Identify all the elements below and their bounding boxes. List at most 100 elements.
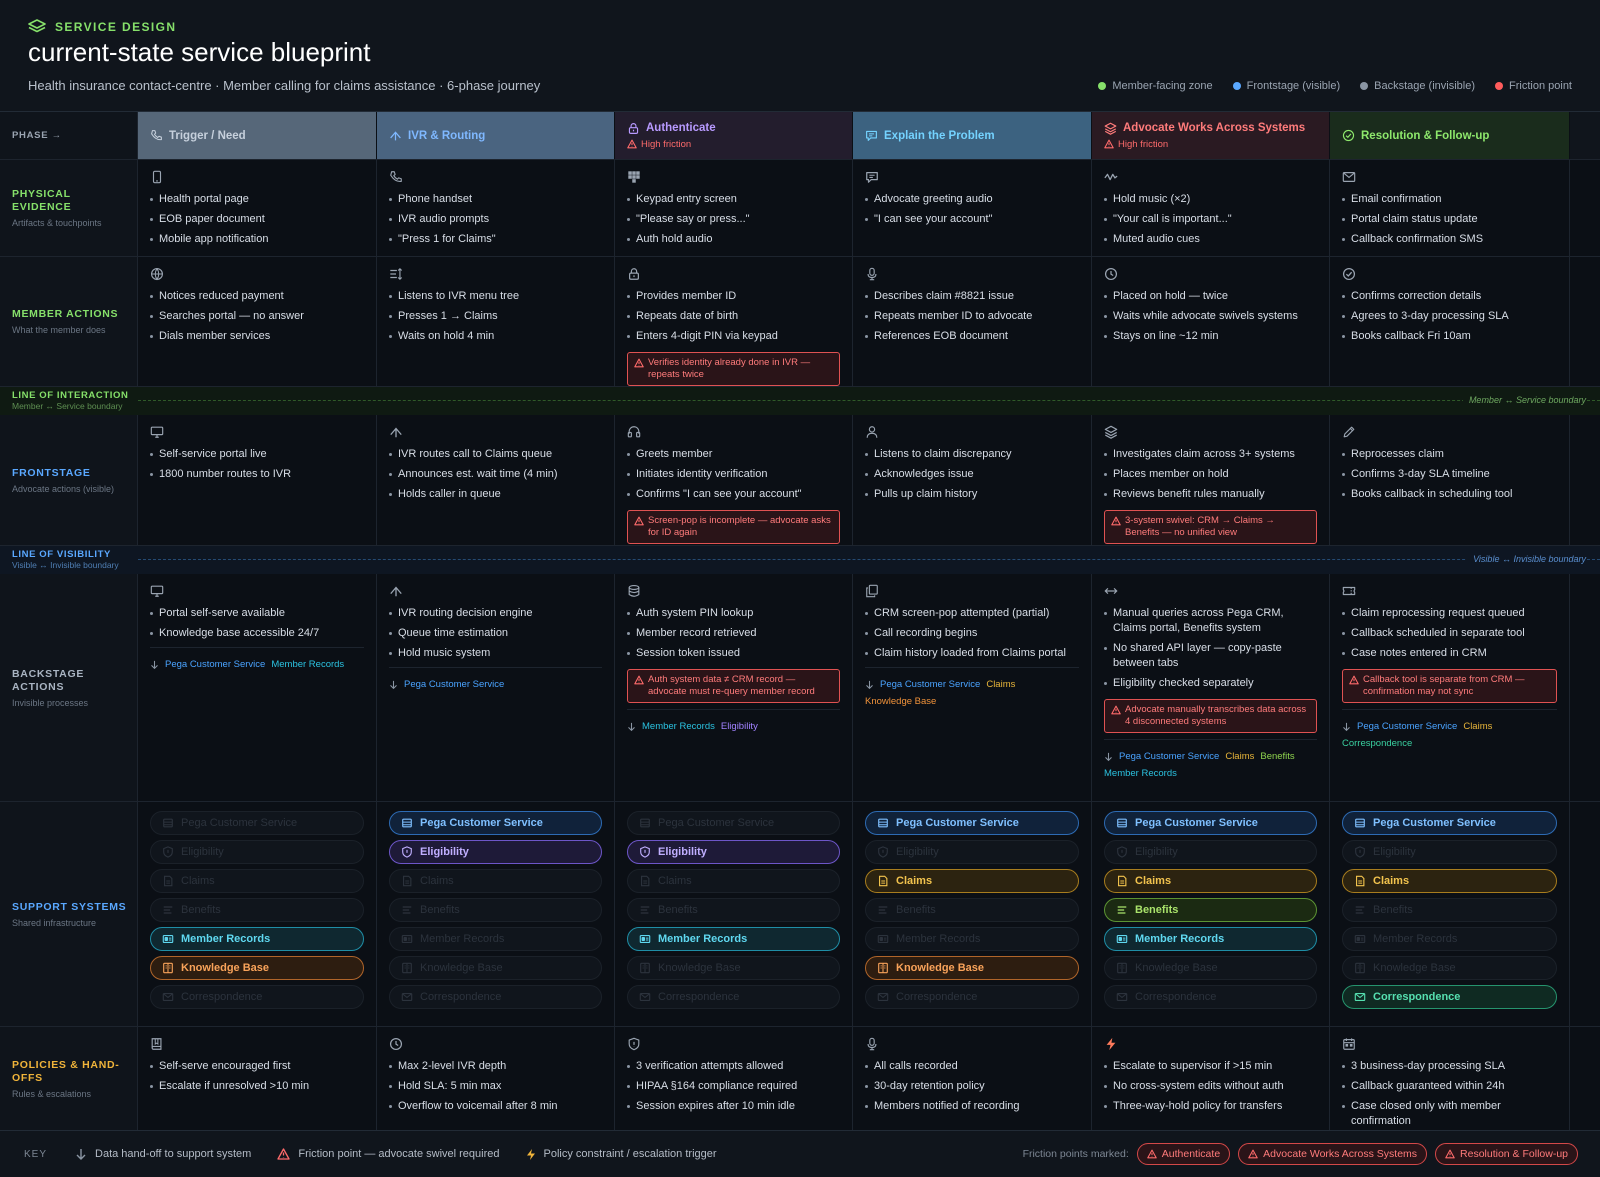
- system-pill-kb[interactable]: Knowledge Base: [150, 956, 364, 980]
- backstage-list: Claim reprocessing request queued Callbac…: [1342, 606, 1557, 661]
- list-item: Escalate to supervisor if >15 min: [1104, 1059, 1317, 1074]
- system-pill-claims[interactable]: Claims: [389, 869, 602, 893]
- system-pill-kb[interactable]: Knowledge Base: [1342, 956, 1557, 980]
- handoff-tag[interactable]: Member Records: [1104, 768, 1177, 779]
- handoff-tag[interactable]: Eligibility: [720, 721, 758, 732]
- handoff-list: Member Records Eligibility: [627, 709, 840, 735]
- system-pill-ben[interactable]: Benefits: [389, 898, 602, 922]
- list-item: Books callback in scheduling tool: [1342, 487, 1557, 502]
- handoff-tag[interactable]: Pega Customer Service: [880, 679, 981, 690]
- system-pill-corr[interactable]: Correspondence: [865, 985, 1079, 1009]
- system-pill-elig[interactable]: Eligibility: [865, 840, 1079, 864]
- handoff-tag[interactable]: Correspondence: [1342, 738, 1413, 749]
- system-pill-kb[interactable]: Knowledge Base: [627, 956, 840, 980]
- friction-summary: Friction points marked: Authenticate Advo…: [1023, 1143, 1578, 1165]
- handoff-tag[interactable]: Claims: [986, 679, 1016, 690]
- backstage-cell-1: Portal self-serve available Knowledge bas…: [138, 574, 377, 801]
- handoff-tag[interactable]: Benefits: [1260, 751, 1295, 762]
- phase-header-3[interactable]: Authenticate High friction: [615, 112, 853, 159]
- system-pill-elig[interactable]: Eligibility: [627, 840, 840, 864]
- system-pill-pega[interactable]: Pega Customer Service: [865, 811, 1079, 835]
- kb-system-icon: [1117, 962, 1127, 974]
- member-list: Placed on hold — twice Waits while advoca…: [1104, 289, 1317, 344]
- list-item: Repeats date of birth: [627, 309, 840, 324]
- friction-chip-3[interactable]: Resolution & Follow-up: [1435, 1143, 1578, 1165]
- layers-brand-icon: [28, 19, 46, 33]
- handoff-tag[interactable]: Claims: [1225, 751, 1255, 762]
- system-pill-corr[interactable]: Correspondence: [1104, 985, 1317, 1009]
- system-pill-corr[interactable]: Correspondence: [150, 985, 364, 1009]
- handoff-tag[interactable]: Pega Customer Service: [1357, 721, 1458, 732]
- system-pill-claims[interactable]: Claims: [1342, 869, 1557, 893]
- system-pill-pega[interactable]: Pega Customer Service: [627, 811, 840, 835]
- support-cell-6: Pega Customer Service Eligibility Claims Be…: [1330, 802, 1570, 1026]
- handoff-tag[interactable]: Pega Customer Service: [1119, 751, 1220, 762]
- system-pill-mem[interactable]: Member Records: [389, 927, 602, 951]
- system-pill-claims[interactable]: Claims: [865, 869, 1079, 893]
- system-pill-ben[interactable]: Benefits: [150, 898, 364, 922]
- system-pill-corr[interactable]: Correspondence: [389, 985, 602, 1009]
- system-pill-elig[interactable]: Eligibility: [1104, 840, 1317, 864]
- list-item: Callback guaranteed within 24h: [1342, 1079, 1557, 1094]
- system-pill-elig[interactable]: Eligibility: [389, 840, 602, 864]
- system-pill-claims[interactable]: Claims: [150, 869, 364, 893]
- system-pill-claims[interactable]: Claims: [627, 869, 840, 893]
- handoff-tag[interactable]: Member Records: [642, 721, 715, 732]
- system-pill-corr[interactable]: Correspondence: [1342, 985, 1557, 1009]
- system-pill-elig[interactable]: Eligibility: [150, 840, 364, 864]
- phase-header-6[interactable]: Resolution & Follow-up: [1330, 112, 1570, 159]
- corr-system-icon: [401, 993, 413, 1001]
- handoff-tag[interactable]: Pega Customer Service: [165, 659, 266, 670]
- system-pill-kb[interactable]: Knowledge Base: [1104, 956, 1317, 980]
- list-item: Portal claim status update: [1342, 212, 1557, 227]
- member-list: Confirms correction details Agrees to 3-d…: [1342, 289, 1557, 344]
- system-pill-mem[interactable]: Member Records: [1342, 927, 1557, 951]
- corr-system-icon: [1116, 993, 1128, 1001]
- system-pill-ben[interactable]: Benefits: [865, 898, 1079, 922]
- system-pill-elig[interactable]: Eligibility: [1342, 840, 1557, 864]
- system-pill-kb[interactable]: Knowledge Base: [865, 956, 1079, 980]
- page-title: current-state service blueprint: [28, 37, 371, 67]
- key-policy-label: Policy constraint / escalation trigger: [543, 1148, 717, 1160]
- phase-header-2[interactable]: IVR & Routing: [377, 112, 615, 159]
- layers-icon: [1104, 425, 1118, 439]
- list-item: Pulls up claim history: [865, 487, 1079, 502]
- system-pill-mem[interactable]: Member Records: [865, 927, 1079, 951]
- system-name: Knowledge Base: [420, 962, 503, 974]
- list-item: Dials member services: [150, 329, 364, 344]
- system-pill-claims[interactable]: Claims: [1104, 869, 1317, 893]
- friction-chip-2[interactable]: Advocate Works Across Systems: [1238, 1143, 1428, 1165]
- frontstage-cell-4: Listens to claim discrepancy Acknowledges…: [853, 415, 1092, 545]
- friction-chip-1[interactable]: Authenticate: [1136, 1143, 1231, 1165]
- phase-header-5[interactable]: Advocate Works Across Systems High fricti…: [1092, 112, 1330, 159]
- list-item: Holds caller in queue: [389, 487, 602, 502]
- system-pill-ben[interactable]: Benefits: [1104, 898, 1317, 922]
- list-item: "I can see your account": [865, 212, 1079, 227]
- system-pill-pega[interactable]: Pega Customer Service: [1104, 811, 1317, 835]
- system-pill-ben[interactable]: Benefits: [627, 898, 840, 922]
- phase-header-1[interactable]: Trigger / Need: [138, 112, 377, 159]
- handoff-tag[interactable]: Member Records: [271, 659, 345, 670]
- system-pill-pega[interactable]: Pega Customer Service: [1342, 811, 1557, 835]
- system-pill-ben[interactable]: Benefits: [1342, 898, 1557, 922]
- phase-header-4[interactable]: Explain the Problem: [853, 112, 1092, 159]
- pega-system-icon: [1355, 818, 1365, 828]
- handoff-tag[interactable]: Knowledge Base: [865, 696, 937, 707]
- handoff-tag[interactable]: Pega Customer Service: [404, 679, 505, 690]
- support-cell-2: Pega Customer Service Eligibility Claims Be…: [377, 802, 615, 1026]
- row-title: SUPPORT SYSTEMS: [12, 900, 127, 913]
- system-pill-kb[interactable]: Knowledge Base: [389, 956, 602, 980]
- list-item: Three-way-hold policy for transfers: [1104, 1099, 1317, 1114]
- list-item: Initiates identity verification: [627, 467, 840, 482]
- kb-system-icon: [163, 962, 173, 974]
- system-pill-mem[interactable]: Member Records: [627, 927, 840, 951]
- system-pill-mem[interactable]: Member Records: [150, 927, 364, 951]
- system-pill-pega[interactable]: Pega Customer Service: [150, 811, 364, 835]
- handoff-tag[interactable]: Claims: [1463, 721, 1493, 732]
- physical-cell-1: Health portal page EOB paper document Mobi…: [138, 160, 377, 256]
- system-pill-pega[interactable]: Pega Customer Service: [389, 811, 602, 835]
- system-name: Benefits: [1135, 904, 1179, 916]
- system-pill-mem[interactable]: Member Records: [1104, 927, 1317, 951]
- system-pill-corr[interactable]: Correspondence: [627, 985, 840, 1009]
- policies-cell-4: All calls recorded 30-day retention polic…: [853, 1027, 1092, 1130]
